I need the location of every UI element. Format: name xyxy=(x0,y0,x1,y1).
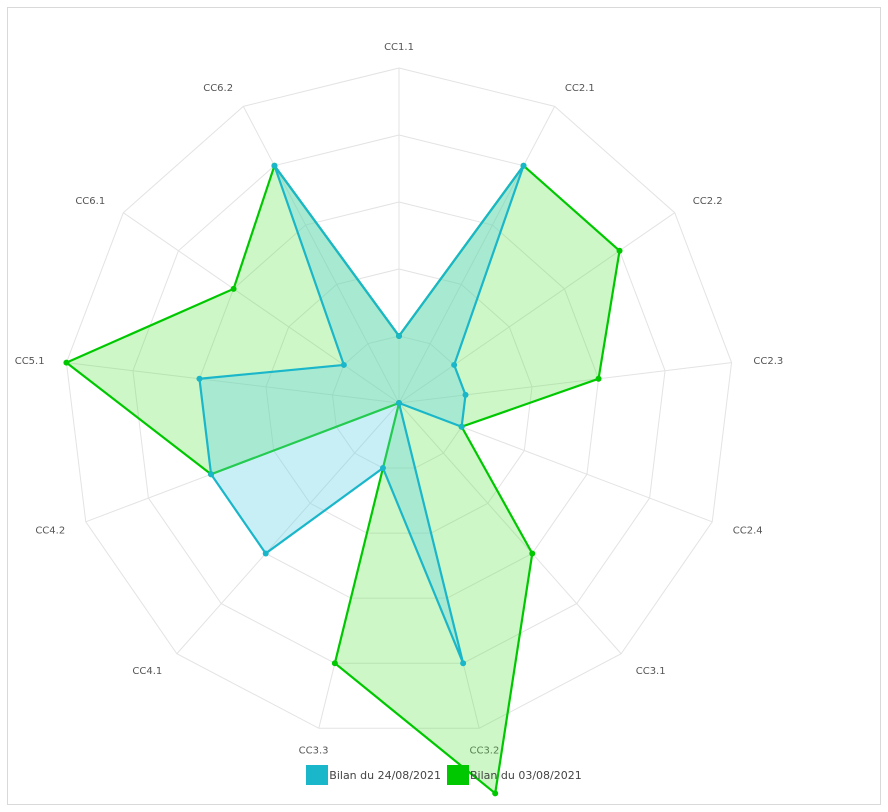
axis-label-3: CC2.2 xyxy=(693,196,723,207)
grid-ring-2 xyxy=(265,268,533,534)
series-2-point-CC6.1 xyxy=(230,285,237,292)
series-1-point-CC2.2 xyxy=(451,361,458,368)
legend: Bilan du 24/08/2021 Bilan du 03/08/2021 xyxy=(0,764,888,786)
axis-spoke-4 xyxy=(398,362,732,404)
axis-label-2: CC2.1 xyxy=(565,83,595,94)
series-1-point-CC5.1 xyxy=(196,375,203,382)
series-1-point-CC3.2 xyxy=(460,660,467,667)
series-area-1 xyxy=(198,165,525,664)
axis-label-12: CC6.1 xyxy=(75,196,105,207)
legend-swatch-series-2 xyxy=(447,765,469,785)
axis-label-10: CC4.2 xyxy=(35,526,65,537)
axis-label-7: CC3.2 xyxy=(469,746,499,757)
axis-spoke-9 xyxy=(176,402,400,655)
series-1-point-CC3.3 xyxy=(379,465,386,472)
grid-ring-4 xyxy=(132,134,666,664)
axis-label-13: CC6.2 xyxy=(203,83,233,94)
series-1-point-CC2.1 xyxy=(520,162,527,169)
grid-ring-5 xyxy=(65,67,733,729)
series-2-point-CC2.3 xyxy=(595,375,602,382)
axis-spoke-6 xyxy=(398,402,622,655)
series-1-point-CC1.1 xyxy=(396,333,402,339)
grid-ring-3 xyxy=(198,201,600,599)
axis-label-1: CC1.1 xyxy=(384,42,414,53)
legend-item-series-2[interactable]: Bilan du 03/08/2021 xyxy=(447,765,582,785)
series-1-point-CC2.4 xyxy=(458,423,465,430)
series-2-point-CC3.2 xyxy=(492,790,499,797)
legend-label-series-1: Bilan du 24/08/2021 xyxy=(329,768,441,782)
series-1-point-CC6.2 xyxy=(271,162,278,169)
series-1-point-CC2.3 xyxy=(462,391,469,398)
legend-item-series-1[interactable]: Bilan du 24/08/2021 xyxy=(306,765,441,785)
series-2-point-CC3.3 xyxy=(331,660,338,667)
series-1-point-CC4.2 xyxy=(208,471,215,478)
axis-label-11: CC5.1 xyxy=(15,356,45,367)
axis-label-8: CC3.3 xyxy=(299,746,329,757)
series-1-point-CC4.1 xyxy=(262,550,269,557)
legend-label-series-2: Bilan du 03/08/2021 xyxy=(470,768,582,782)
series-2-point-CC2.2 xyxy=(616,247,623,254)
series-2-point-CC5.1 xyxy=(63,359,70,366)
axis-label-9: CC4.1 xyxy=(132,666,162,677)
axis-spoke-3 xyxy=(398,212,675,404)
series-2-point-CC3.1 xyxy=(529,550,536,557)
axis-spoke-2 xyxy=(398,106,556,404)
axis-label-6: CC3.1 xyxy=(636,666,666,677)
axis-spoke-12 xyxy=(123,212,400,404)
series-1-point-CC6.1 xyxy=(340,361,347,368)
series-1-point-CC3.1 xyxy=(396,400,402,406)
axis-spoke-13 xyxy=(242,106,400,404)
chart-frame xyxy=(7,7,881,805)
axis-spoke-11 xyxy=(66,362,400,404)
legend-swatch-series-1 xyxy=(306,765,329,785)
series-area-2 xyxy=(64,163,621,796)
axis-label-4: CC2.3 xyxy=(753,356,783,367)
axis-label-5: CC2.4 xyxy=(733,526,763,537)
